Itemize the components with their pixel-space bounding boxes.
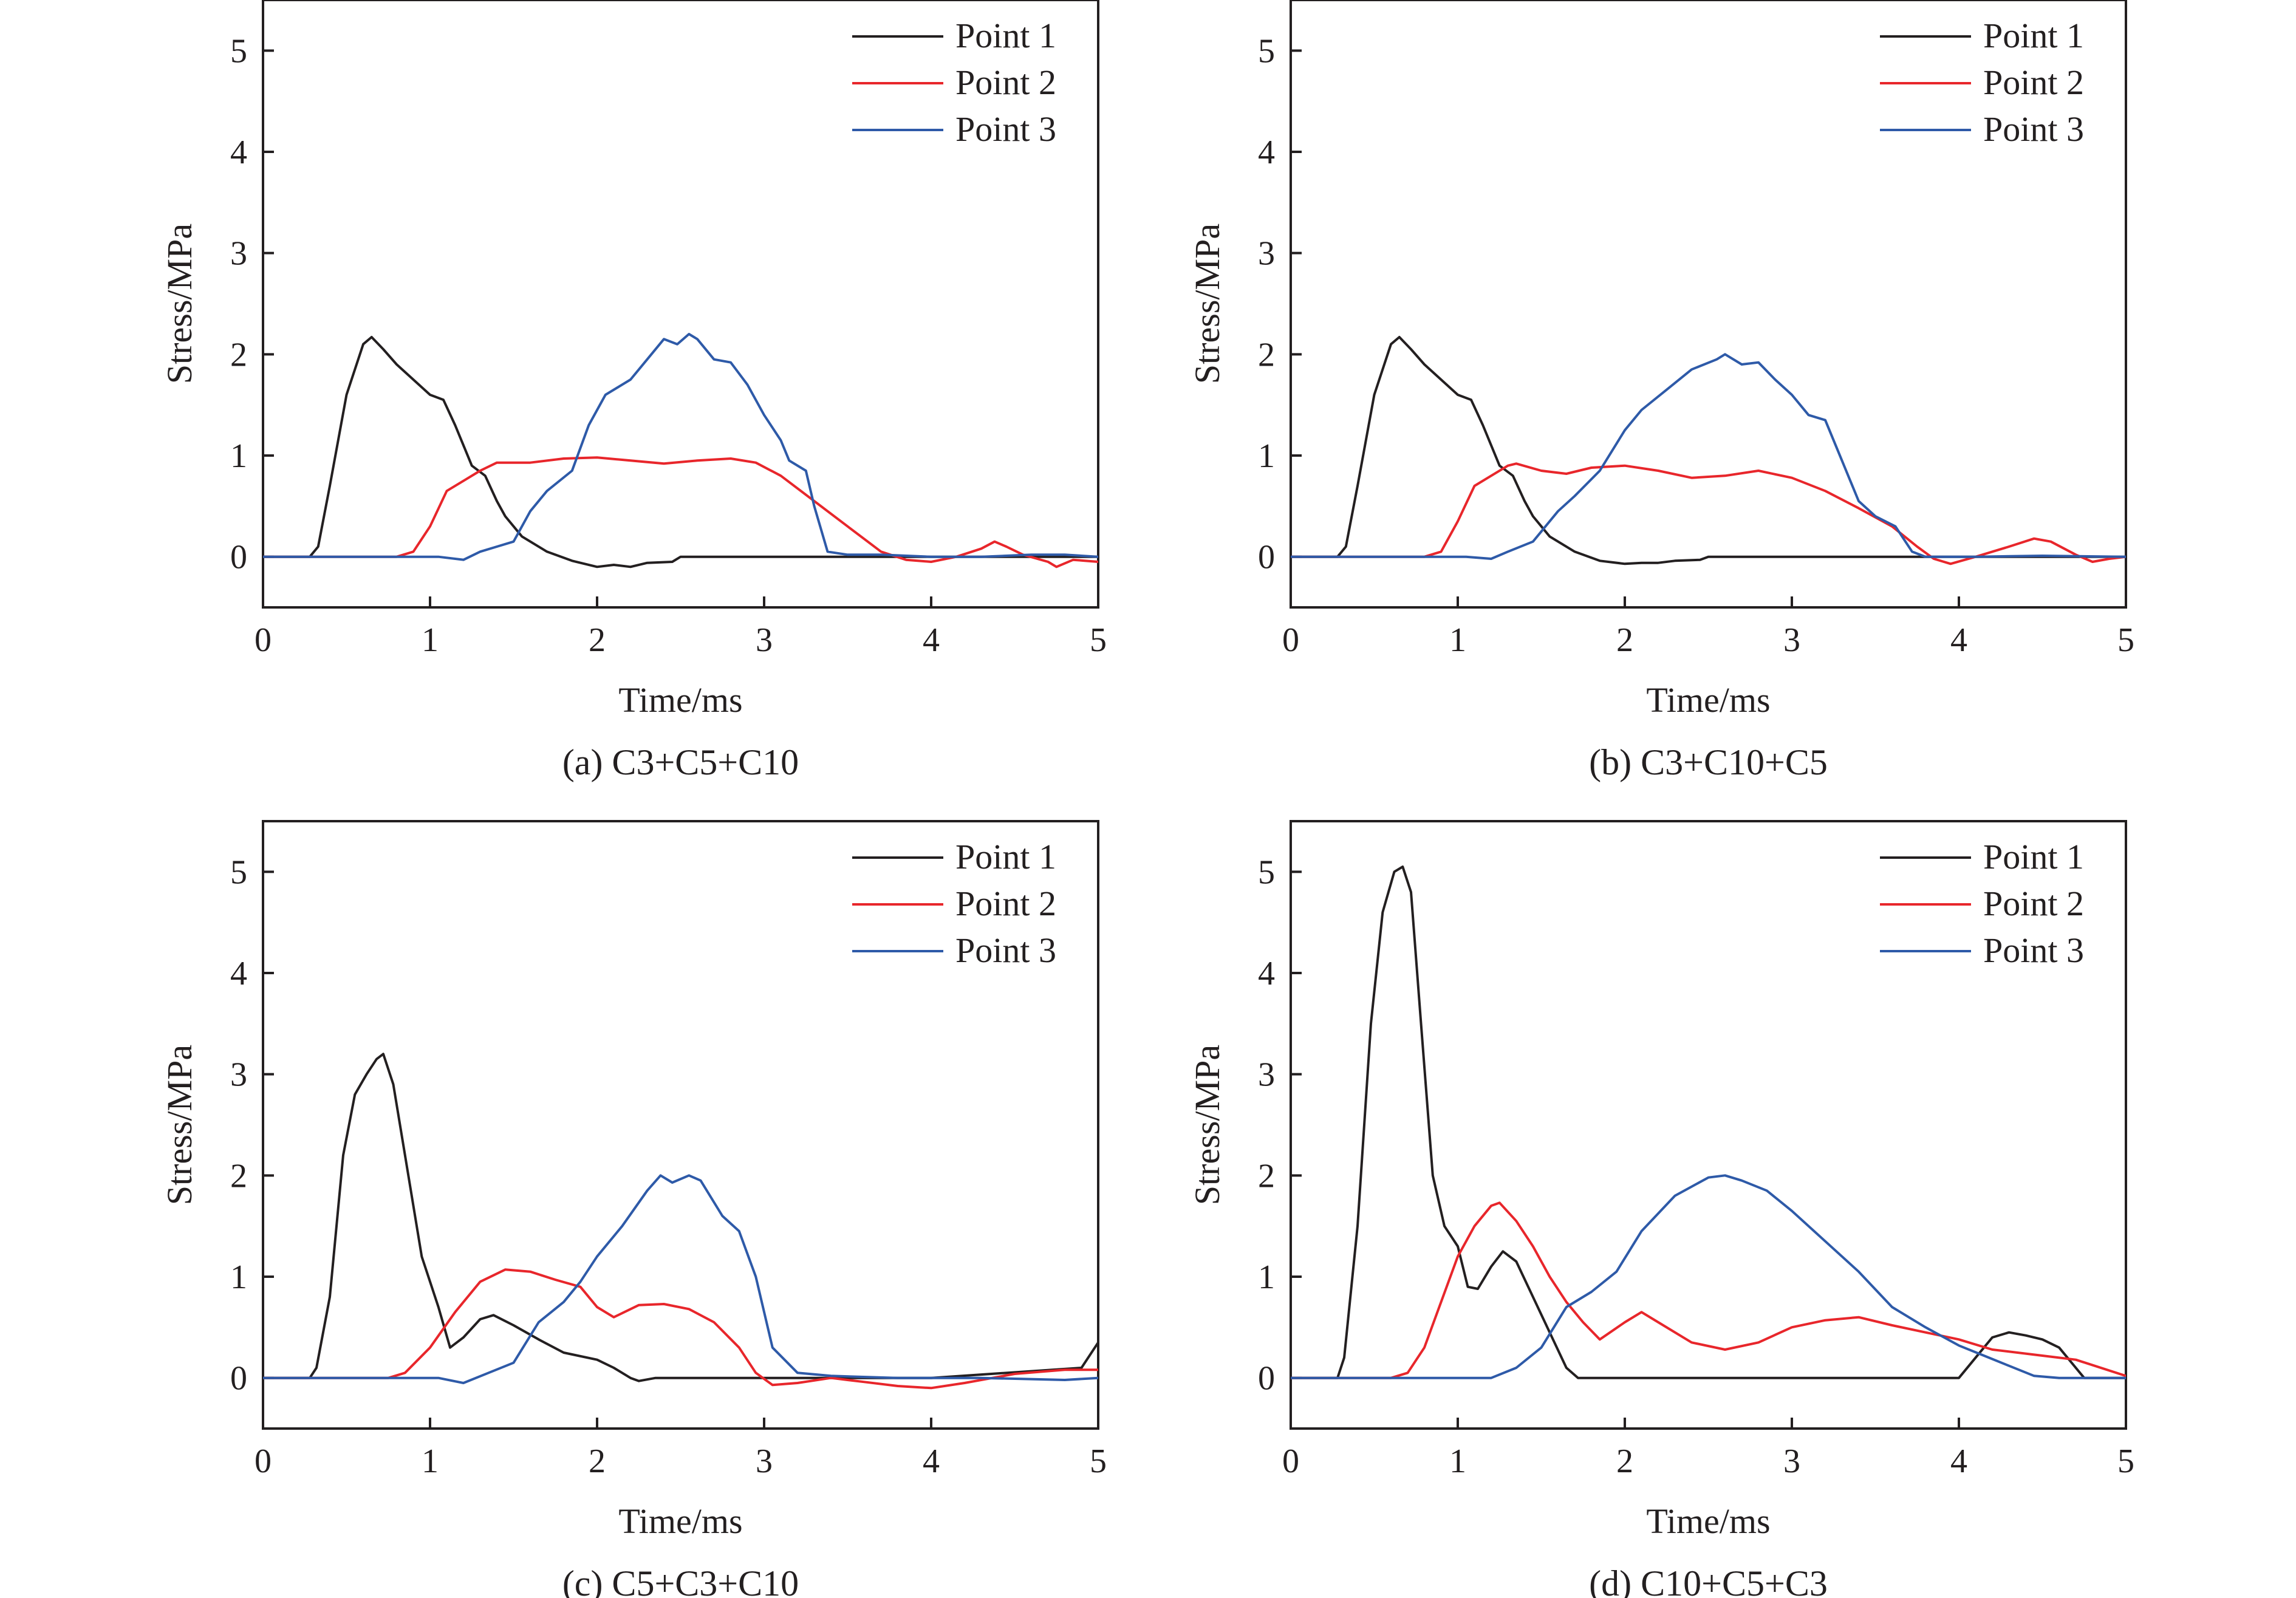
y-tick-label: 5 [1258,32,1275,70]
y-tick-label: 2 [1258,1157,1275,1195]
y-tick-label: 3 [1258,1056,1275,1094]
series-line-point-1 [1291,866,2126,1379]
y-tick-label: 1 [230,1258,247,1296]
series-line-point-2 [1291,462,2126,565]
y-tick-label: 2 [1258,336,1275,374]
x-tick-label: 5 [2117,1443,2134,1480]
x-tick-label: 2 [589,621,606,659]
y-axis-title: Stress/MPa [160,1045,199,1205]
legend-label: Point 3 [1983,930,2084,970]
legend-label: Point 3 [1983,109,2084,149]
series-line-point-3 [263,333,1098,561]
x-axis-title: Time/ms [618,1501,742,1541]
x-tick-label: 4 [1950,621,1967,659]
y-tick-label: 5 [230,32,247,70]
y-tick-label: 4 [1258,134,1275,171]
x-tick-label: 1 [1449,1443,1466,1480]
y-tick-label: 4 [1258,955,1275,992]
y-tick-label: 0 [1258,1360,1275,1398]
plot-frame [262,820,1099,1430]
y-tick-label: 5 [230,853,247,891]
chart-panel-2: 0 1 2 3 4 5 0 1 2 3 4 5 Time/ms Stress/MPa (b) C3+C10+… [1187,0,2134,782]
legend-label: Point 2 [955,884,1056,923]
legend-label: Point 2 [1983,884,2084,923]
series-line-point-2 [263,1268,1098,1390]
y-tick-label: 5 [1258,853,1275,891]
x-tick-label: 3 [1783,1443,1800,1480]
panel-caption: (c) C5+C3+C10 [562,1563,799,1598]
y-tick-label: 1 [1258,437,1275,475]
legend-label: Point 1 [1983,16,2084,55]
plot-frame [1290,820,2127,1430]
series-line-point-2 [1291,1201,2126,1379]
x-tick-label: 4 [923,621,940,659]
series-line-point-1 [1291,336,2126,565]
y-axis-title: Stress/MPa [160,224,199,384]
panel-caption: (a) C3+C5+C10 [562,742,799,782]
x-tick-label: 4 [923,1443,940,1480]
y-tick-label: 2 [230,336,247,374]
y-tick-label: 3 [230,235,247,273]
x-axis-title: Time/ms [618,680,742,720]
chart-panel-1: 0 1 2 3 4 5 0 1 2 3 4 5 Time/ms Stress/MPa (a) C3+C5+C… [160,0,1107,782]
x-tick-label: 0 [255,621,272,659]
series-line-point-3 [1291,353,2126,560]
y-tick-label: 0 [230,539,247,576]
y-tick-label: 4 [230,134,247,171]
y-tick-label: 1 [230,437,247,475]
panel-caption: (d) C10+C5+C3 [1589,1563,1828,1598]
x-axis-title: Time/ms [1646,1501,1770,1541]
y-tick-label: 3 [230,1056,247,1094]
legend-label: Point 2 [1983,63,2084,102]
x-tick-label: 1 [422,1443,439,1480]
x-tick-label: 3 [1783,621,1800,659]
chart-panel-4: 0 1 2 3 4 5 0 1 2 3 4 5 Time/ms Stress/MPa (d) C10+C5+… [1187,820,2134,1598]
x-tick-label: 0 [1282,1443,1299,1480]
y-tick-label: 0 [1258,539,1275,576]
x-tick-label: 2 [1616,1443,1633,1480]
legend-label: Point 1 [1983,837,2084,876]
x-tick-label: 2 [1616,621,1633,659]
legend-label: Point 3 [955,109,1056,149]
plot-frame [1290,0,2127,609]
x-tick-label: 0 [1282,621,1299,659]
x-tick-label: 0 [255,1443,272,1480]
series-line-point-3 [263,1174,1098,1384]
x-tick-label: 1 [1449,621,1466,659]
x-tick-label: 1 [422,621,439,659]
y-axis-title: Stress/MPa [1187,1045,1227,1205]
x-axis-title: Time/ms [1646,680,1770,720]
legend-label: Point 2 [955,63,1056,102]
y-tick-label: 4 [230,955,247,992]
y-axis-title: Stress/MPa [1187,224,1227,384]
series-line-point-1 [263,1053,1098,1382]
plot-frame [262,0,1099,609]
x-tick-label: 3 [756,621,773,659]
x-tick-label: 2 [589,1443,606,1480]
y-tick-label: 0 [230,1360,247,1398]
x-tick-label: 4 [1950,1443,1967,1480]
y-tick-label: 1 [1258,1258,1275,1296]
y-tick-label: 2 [230,1157,247,1195]
legend-label: Point 1 [955,16,1056,55]
legend-label: Point 1 [955,837,1056,876]
x-tick-label: 5 [1090,1443,1107,1480]
chart-panel-3: 0 1 2 3 4 5 0 1 2 3 4 5 Time/ms Stress/MPa (c) C5+C3+C… [160,820,1107,1598]
y-tick-label: 3 [1258,235,1275,273]
x-tick-label: 3 [756,1443,773,1480]
x-tick-label: 5 [1090,621,1107,659]
series-line-point-3 [1291,1174,2126,1379]
panel-caption: (b) C3+C10+C5 [1589,742,1828,782]
x-tick-label: 5 [2117,621,2134,659]
series-line-point-2 [263,456,1098,569]
legend-label: Point 3 [955,930,1056,970]
series-line-point-1 [263,336,1098,569]
